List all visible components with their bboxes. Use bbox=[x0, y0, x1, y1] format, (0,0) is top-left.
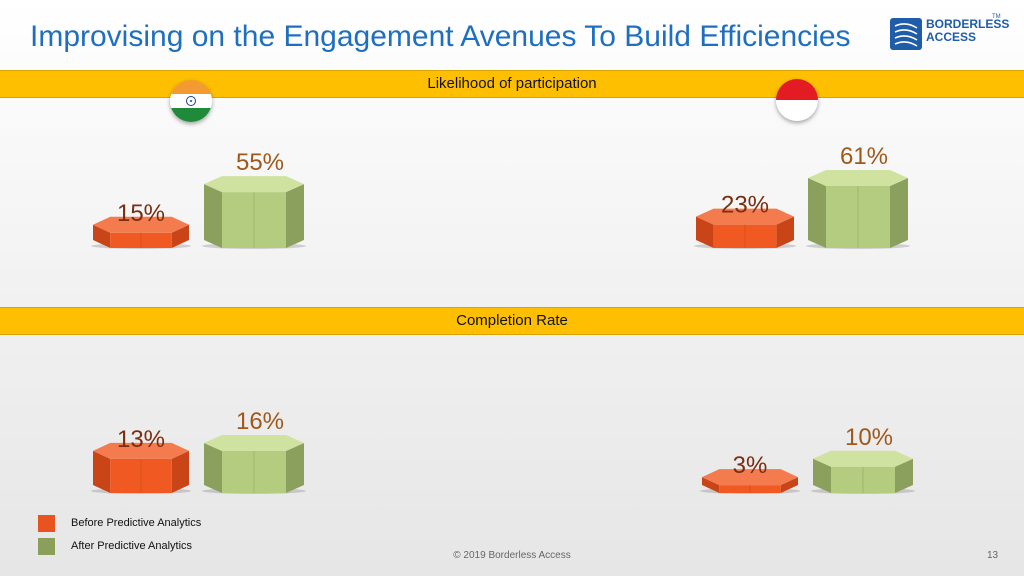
bar-before-1-0 bbox=[91, 442, 191, 494]
data-label-before-0-1: 23% bbox=[721, 192, 769, 219]
page-number: 13 bbox=[987, 550, 999, 561]
indonesia-flag-icon bbox=[776, 79, 818, 121]
legend-label-after: After Predictive Analytics bbox=[71, 540, 193, 552]
section-header-likelihood: Likelihood of participation bbox=[0, 70, 1024, 98]
bar-after-1-1 bbox=[811, 450, 915, 494]
legend-swatch-after bbox=[38, 538, 55, 555]
logo-text-line1: BORDERLESS bbox=[926, 17, 1010, 31]
logo-text-line2: ACCESS bbox=[926, 30, 977, 44]
legend-swatch-before bbox=[38, 515, 55, 532]
data-label-after-1-1: 10% bbox=[845, 424, 893, 451]
slide-title: Improvising on the Engagement Avenues To… bbox=[30, 20, 851, 53]
data-label-before-0-0: 15% bbox=[117, 200, 165, 227]
footer-copyright: © 2019 Borderless Access bbox=[453, 550, 571, 561]
bar-after-1-0 bbox=[202, 435, 306, 494]
legend-label-before: Before Predictive Analytics bbox=[71, 517, 202, 529]
section-header-completion: Completion Rate bbox=[0, 307, 1024, 335]
data-label-after-1-0: 16% bbox=[236, 408, 284, 435]
bar-after-0-1 bbox=[806, 170, 910, 249]
bar-before-1-1 bbox=[700, 469, 800, 494]
data-label-before-1-1: 3% bbox=[733, 452, 768, 479]
logo-trademark: TM bbox=[992, 14, 1001, 20]
india-flag-icon bbox=[170, 80, 212, 122]
data-label-after-0-0: 55% bbox=[236, 149, 284, 176]
bar-after-0-0 bbox=[202, 176, 306, 249]
borderless-access-logo: BORDERLESS ACCESS TM bbox=[890, 14, 1012, 56]
bar-before-0-1 bbox=[694, 208, 796, 249]
data-label-before-1-0: 13% bbox=[117, 426, 165, 453]
bar-before-0-0 bbox=[91, 216, 191, 249]
data-label-after-0-1: 61% bbox=[840, 143, 888, 170]
